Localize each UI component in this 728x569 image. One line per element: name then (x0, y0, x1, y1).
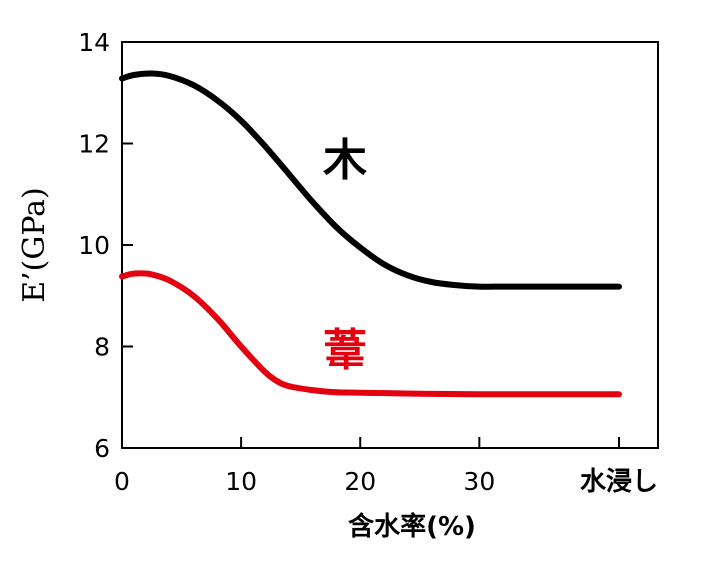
x-tick-label: 20 (344, 467, 376, 496)
x-axis: 0 10 20 30 (114, 437, 620, 496)
x-tick-label: 30 (463, 467, 495, 496)
y-tick-label: 10 (78, 231, 110, 260)
series-label: 木 (323, 135, 367, 186)
series-labels: 木葦 (323, 135, 367, 376)
y-tick-label: 12 (78, 130, 110, 159)
series-line-0 (119, 70, 622, 290)
x-axis-label: 含水率(%) (348, 511, 476, 542)
y-axis: 6 8 10 12 14 (78, 28, 133, 463)
x-tick-label: 10 (225, 467, 257, 496)
series-line-1 (119, 270, 622, 398)
y-tick-label: 8 (94, 333, 110, 362)
y-axis-label: E’(GPa) (17, 187, 52, 303)
series-label: 葦 (323, 325, 367, 376)
x-tick-label-submerged: 水浸し (580, 467, 658, 497)
y-tick-label: 6 (94, 434, 110, 463)
plot-frame (121, 41, 659, 449)
series-layer (119, 70, 622, 398)
y-tick-label: 14 (78, 28, 110, 57)
x-tick-label: 0 (114, 467, 130, 496)
